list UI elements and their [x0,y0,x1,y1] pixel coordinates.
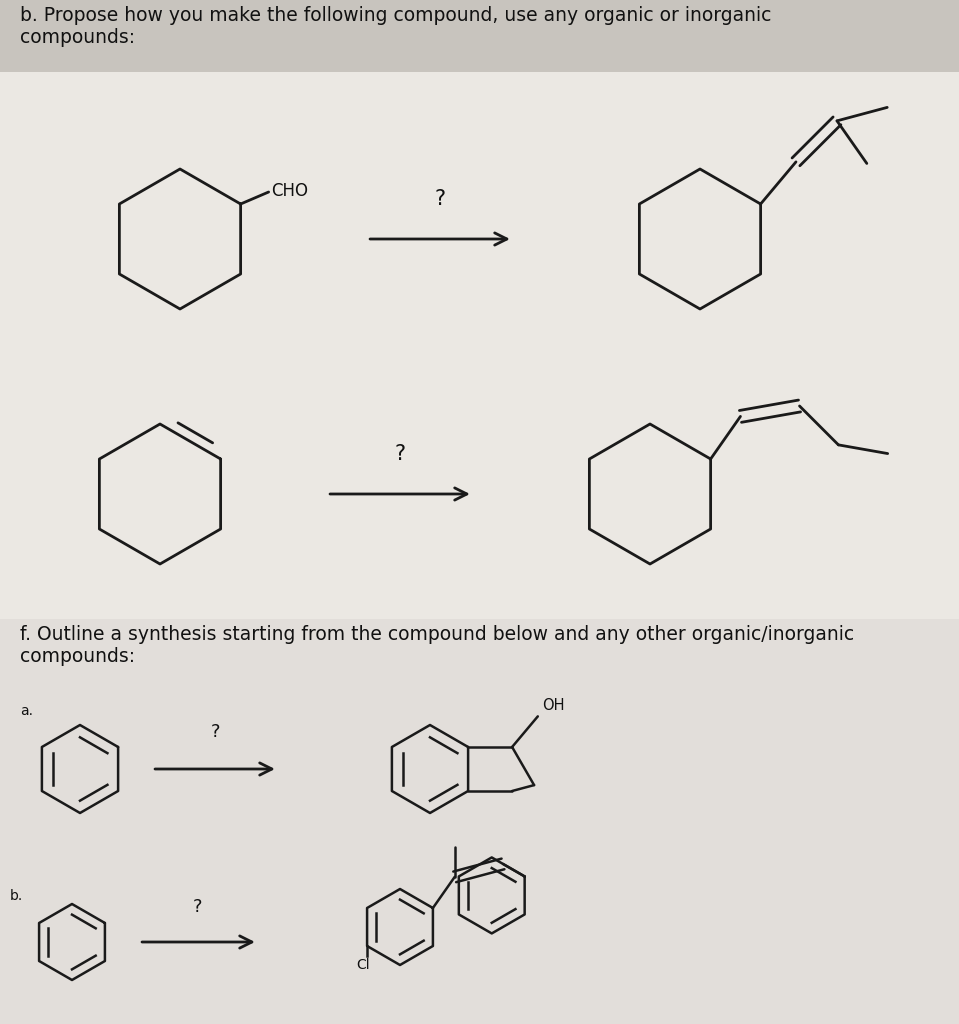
Bar [0,72,959,618]
Text: a.: a. [20,705,33,718]
Text: ?: ? [194,898,202,916]
Text: b.: b. [10,889,23,903]
Text: OH: OH [542,698,564,714]
Text: CHO: CHO [271,182,309,200]
Text: ?: ? [394,444,406,464]
Text: b. Propose how you make the following compound, use any organic or inorganic
com: b. Propose how you make the following co… [20,6,771,47]
Text: Cl: Cl [357,958,370,972]
Text: ?: ? [434,189,446,209]
Bar [0,0,959,72]
Text: f. Outline a synthesis starting from the compound below and any other organic/in: f. Outline a synthesis starting from the… [20,625,854,666]
Bar [0,618,959,1024]
Text: ?: ? [210,723,220,741]
